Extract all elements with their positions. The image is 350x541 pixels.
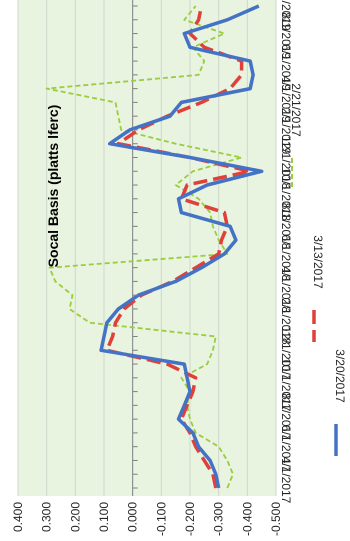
date-tick-label: 8/1/2019	[279, 12, 293, 59]
date-tick-label: 4/1/2019	[279, 76, 293, 123]
value-axis-ticks: 0.400 0.300 0.200 0.100 0.000 -0.100 -0.200 -0.…	[11, 502, 283, 536]
series-line-1	[99, 4, 264, 489]
date-tick-label: 12/1/2017	[279, 326, 293, 380]
date-tick-label: 8/1/2017	[279, 393, 293, 440]
date-tick-label: 10/1/2019	[279, 0, 293, 31]
legend-label: 2/21/2017	[289, 83, 303, 137]
date-tick-label: 8/1/2018	[279, 203, 293, 250]
value-tick-label: -0.300	[212, 502, 226, 536]
legend-label: 3/13/2017	[311, 235, 325, 289]
value-tick-label: -0.100	[154, 502, 168, 536]
chart-root: 0.400 0.300 0.200 0.100 0.000 -0.100 -0.200 -0.…	[11, 0, 347, 536]
date-tick-label: 10/1/2017	[279, 358, 293, 412]
value-tick-label: -0.400	[240, 502, 254, 536]
date-axis-ticks: 4/1/20176/1/20178/1/201710/1/201712/1/20…	[132, 0, 293, 504]
value-tick-label: 0.000	[126, 502, 140, 532]
legend-label: 3/20/2017	[333, 349, 347, 403]
chart-title: Socal Basis (platts lferc)	[45, 105, 61, 268]
date-tick-label: 6/1/2017	[279, 425, 293, 472]
value-tick-label: -0.200	[183, 502, 197, 536]
series-layer	[45, 4, 264, 489]
value-tick-label: 0.300	[40, 502, 54, 532]
date-tick-label: 6/1/2019	[279, 44, 293, 91]
value-tick-label: 0.200	[68, 502, 82, 532]
value-tick-label: -0.500	[269, 502, 283, 536]
series-line-2	[105, 5, 252, 489]
date-tick-label: 4/1/2018	[279, 266, 293, 313]
value-tick-label: 0.400	[11, 502, 25, 532]
date-tick-label: 2/1/2018	[279, 298, 293, 345]
date-tick-label: 12/1/2018	[279, 136, 293, 190]
date-tick-label: 10/1/2018	[279, 168, 293, 222]
gridlines	[17, 0, 277, 496]
title-layer: Socal Basis (platts lferc)	[45, 105, 61, 268]
date-tick-label: 6/1/2018	[279, 235, 293, 282]
value-tick-label: 0.100	[97, 502, 111, 532]
date-tick-label: 2/1/2019	[279, 108, 293, 155]
date-tick-label: 4/1/2017	[279, 457, 293, 504]
legend: 3/20/2017 3/13/2017 2/21/2017	[289, 83, 347, 456]
